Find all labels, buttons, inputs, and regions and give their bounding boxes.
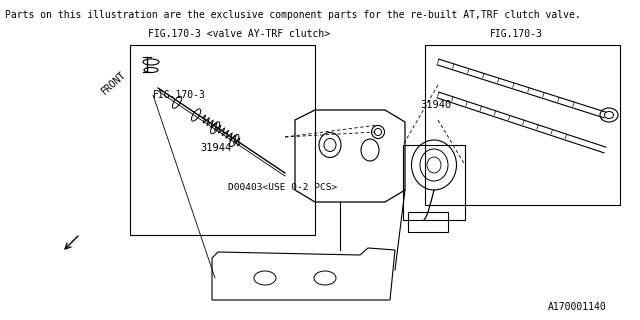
Text: FRONT: FRONT (100, 69, 129, 97)
Bar (408, 212, 448, 232)
Bar (130, 45, 315, 235)
Text: D00403<USE 0-2 PCS>: D00403<USE 0-2 PCS> (228, 183, 337, 193)
Text: Parts on this illustration are the exclusive component parts for the re-built AT: Parts on this illustration are the exclu… (5, 10, 580, 20)
Text: 31940: 31940 (420, 100, 451, 110)
Bar (425, 45, 620, 205)
Text: FIG.170-3: FIG.170-3 (153, 90, 206, 100)
Text: FIG.170-3 <valve AY-TRF clutch>: FIG.170-3 <valve AY-TRF clutch> (148, 29, 330, 39)
Text: 31944: 31944 (200, 143, 231, 153)
Text: A170001140: A170001140 (548, 302, 607, 312)
Bar (403, 145, 465, 220)
Text: FIG.170-3: FIG.170-3 (490, 29, 543, 39)
